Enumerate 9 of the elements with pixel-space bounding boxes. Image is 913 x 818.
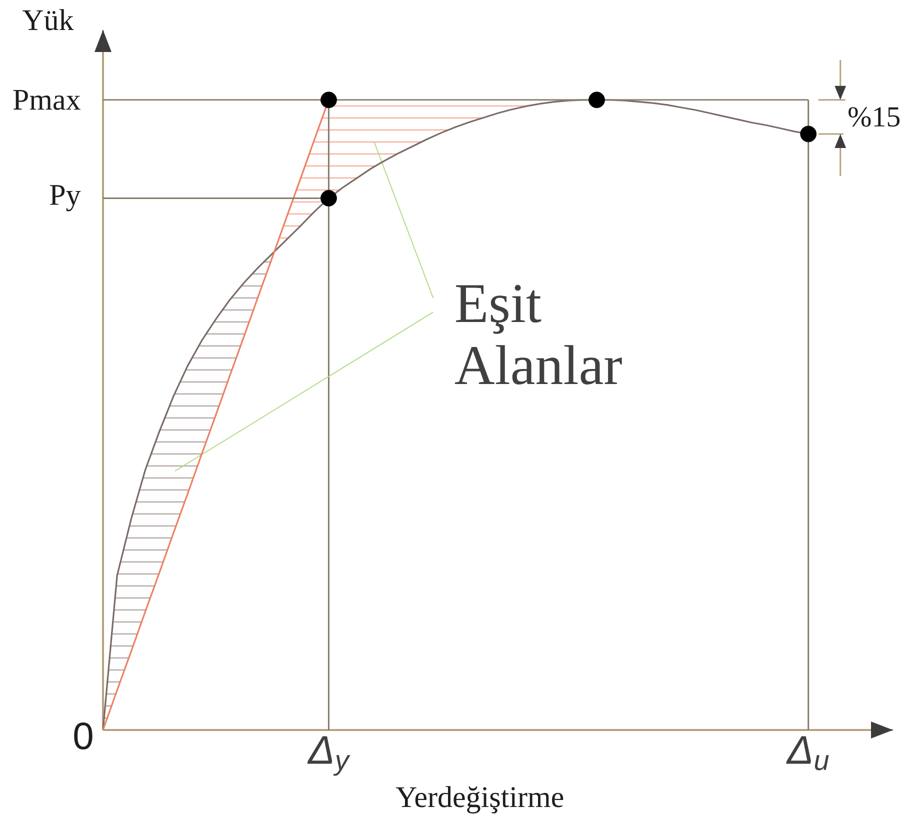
y-axis-title: Yük bbox=[22, 9, 74, 30]
annotation: Eşit Alanlar bbox=[454, 284, 622, 385]
x-tick-label: Δ$_{y}$ bbox=[307, 736, 350, 776]
ref-line-label: Py bbox=[50, 185, 81, 212]
text: %15 bbox=[848, 107, 900, 127]
x-axis-title: Yerdeğiştirme bbox=[396, 786, 564, 814]
ref-line-label: Pmax bbox=[13, 90, 80, 110]
text: 0 bbox=[74, 722, 92, 750]
x-tick-label: Δ$_{u}$ bbox=[786, 736, 829, 770]
